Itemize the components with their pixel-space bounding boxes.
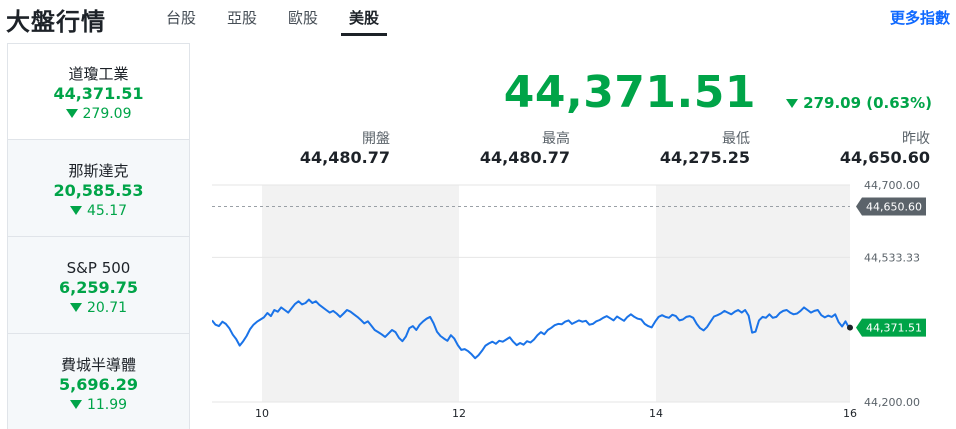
sidebar-item-change-value: 11.99 — [86, 397, 128, 413]
sidebar-item-sp500[interactable]: S&P 500 6,259.75 20.71 — [8, 238, 189, 334]
x-tick-label: 14 — [649, 407, 663, 420]
sidebar-item-nasdaq[interactable]: 那斯達克 20,585.53 45.17 — [8, 141, 189, 237]
intraday-chart[interactable]: 44,700.00 44,533.33 44,200.00 10 12 14 16 44,65… — [212, 180, 956, 429]
sidebar-item-price: 20,585.53 — [53, 181, 144, 200]
index-sidebar: 道瓊工業 44,371.51 279.09 那斯達克 20,585.53 45.… — [7, 43, 190, 429]
sidebar-item-change: 20.71 — [8, 298, 189, 318]
prev-close-tag — [856, 197, 926, 216]
y-tick-label: 44,533.33 — [864, 251, 920, 264]
sidebar-item-change: 45.17 — [8, 201, 189, 221]
sidebar-item-price: 5,696.29 — [59, 375, 138, 394]
stat-label: 最低 — [722, 131, 750, 147]
sidebar-item-change-value: 20.71 — [86, 300, 128, 316]
down-triangle-icon — [69, 400, 82, 409]
sidebar-item-price: 6,259.75 — [59, 278, 138, 297]
y-tick-label: 44,700.00 — [864, 180, 920, 192]
tab-europe-stocks[interactable]: 歐股 — [287, 9, 318, 27]
sidebar-item-change: 11.99 — [8, 395, 189, 415]
current-price: 44,371.51 — [503, 67, 756, 118]
sidebar-item-change-value: 279.09 — [82, 106, 132, 122]
price-change-value: 279.09 (0.63%) — [803, 94, 932, 112]
sidebar-item-change: 279.09 — [8, 104, 189, 124]
day-band-1 — [656, 185, 850, 402]
stat-label: 最高 — [542, 131, 570, 147]
day-band-0 — [262, 185, 459, 402]
sidebar-item-name: 費城半導體 — [60, 356, 136, 374]
sidebar-item-change-value: 45.17 — [86, 203, 128, 219]
stat-prev-close: 昨收 44,650.60 — [790, 128, 930, 170]
stat-label: 開盤 — [362, 131, 390, 147]
x-tick-label: 16 — [843, 407, 857, 420]
dow-jones-series-line — [212, 298, 850, 360]
stat-open: 開盤 44,480.77 — [250, 128, 390, 170]
down-triangle-icon — [69, 303, 82, 312]
stat-high: 最高 44,480.77 — [430, 128, 570, 170]
sidebar-item-dow-jones[interactable]: 道瓊工業 44,371.51 279.09 — [8, 44, 189, 140]
more-indices-link[interactable]: 更多指數 — [889, 9, 950, 27]
down-triangle-icon — [786, 99, 799, 108]
x-tick-label: 10 — [255, 407, 269, 420]
tab-asia-stocks[interactable]: 亞股 — [226, 9, 257, 27]
stat-value: 44,480.77 — [299, 148, 390, 167]
price-change: 279.09 (0.63%) — [786, 94, 932, 112]
stat-value: 44,480.77 — [479, 148, 570, 167]
stat-label: 昨收 — [902, 131, 930, 147]
sidebar-item-sox[interactable]: 費城半導體 5,696.29 11.99 — [8, 335, 189, 429]
down-triangle-icon — [65, 109, 78, 118]
sidebar-item-name: 那斯達克 — [68, 162, 129, 180]
chart-svg: 44,700.00 44,533.33 44,200.00 10 12 14 16 44,65… — [212, 180, 926, 420]
sidebar-item-price: 44,371.51 — [53, 84, 144, 103]
sidebar-item-name: S&P 500 — [66, 259, 131, 277]
last-price-tag-label: 44,371.51 — [866, 322, 922, 335]
y-tick-label: 44,200.00 — [864, 396, 920, 409]
x-tick-label: 12 — [452, 407, 466, 420]
sidebar-item-name: 道瓊工業 — [68, 65, 129, 83]
down-triangle-icon — [69, 206, 82, 215]
prev-close-tag-label: 44,650.60 — [866, 200, 922, 213]
stat-low: 最低 44,275.25 — [610, 128, 750, 170]
last-price-tag — [856, 318, 926, 337]
stat-value: 44,275.25 — [659, 148, 750, 167]
page-title: 大盤行情 — [6, 8, 106, 36]
market-tabs: 台股 亞股 歐股 美股 — [158, 0, 402, 36]
last-point-marker — [847, 324, 853, 331]
stat-value: 44,650.60 — [839, 148, 930, 167]
tab-us-stocks[interactable]: 美股 — [341, 0, 387, 36]
tab-tw-stocks[interactable]: 台股 — [165, 9, 196, 27]
